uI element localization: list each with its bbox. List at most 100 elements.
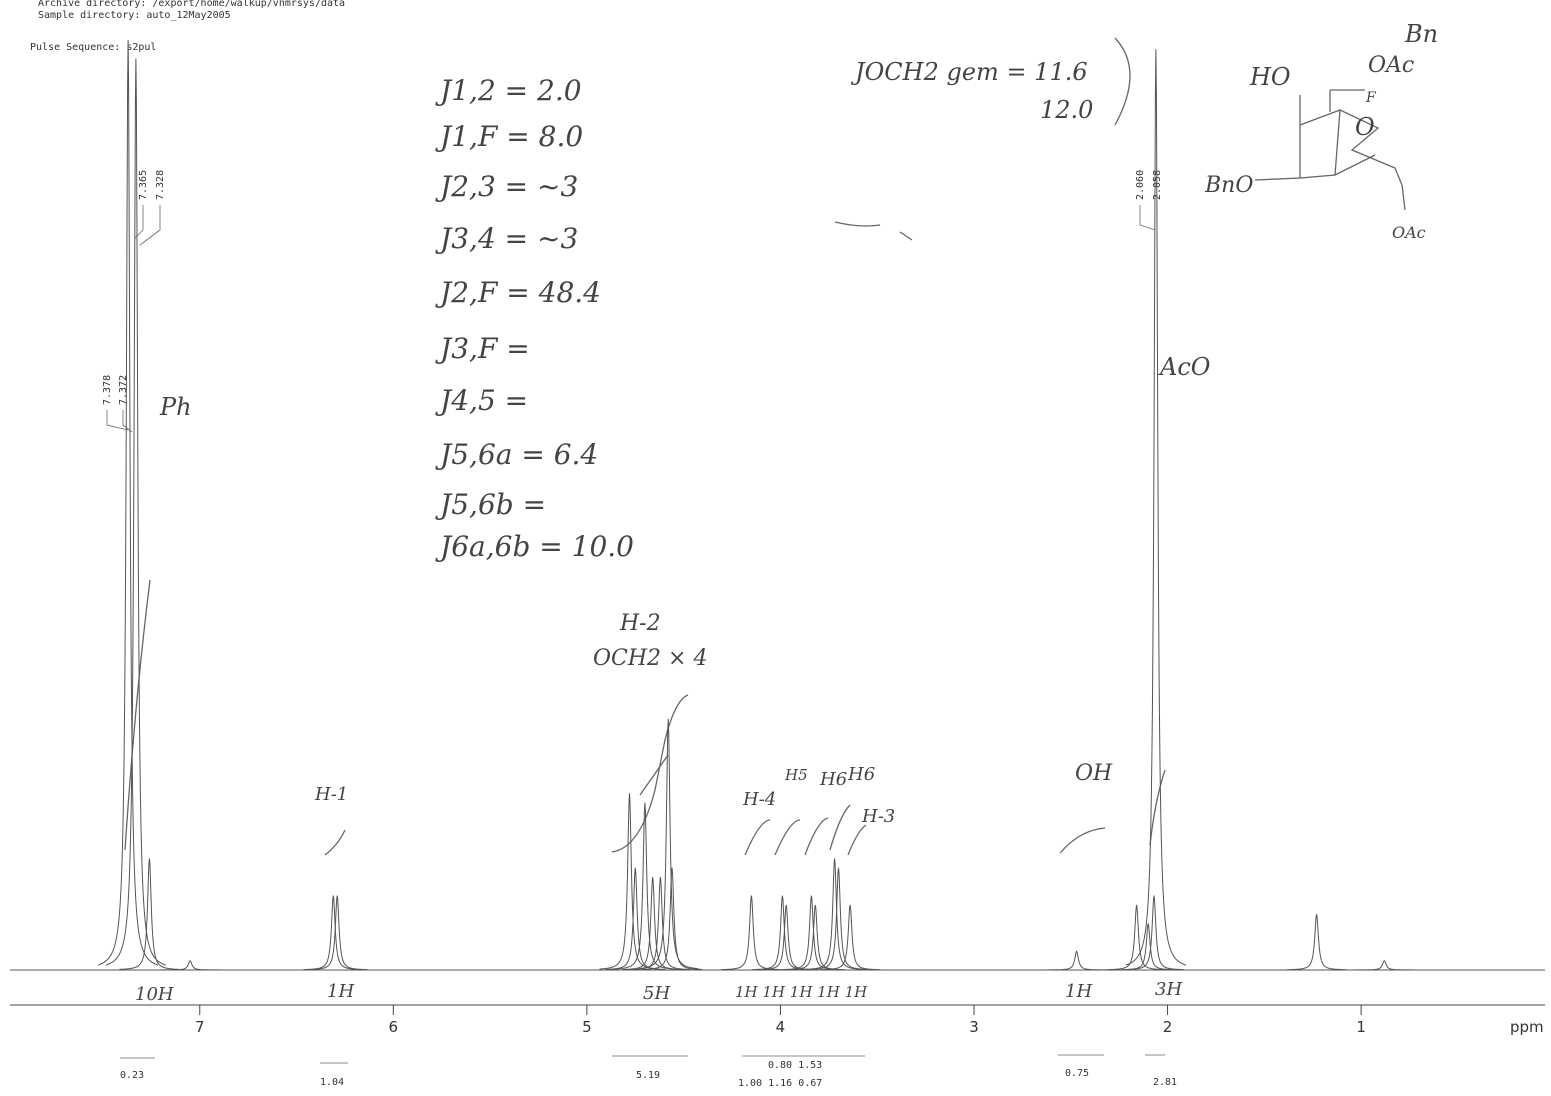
integral-curve bbox=[611, 694, 689, 853]
peak-labels: 7.365 7.328 7.378 7.372 2.060 2.058 bbox=[102, 170, 1163, 433]
integral-bracket bbox=[120, 1054, 1165, 1064]
peak bbox=[1046, 950, 1107, 971]
x-tick-label: 7 bbox=[195, 1018, 205, 1036]
header-text: Pulse Sequence: s2pul bbox=[30, 42, 156, 53]
integral-curve bbox=[1149, 769, 1166, 846]
coupling: J2,3 = ~3 bbox=[435, 170, 578, 203]
coupling: J1,F = 8.0 bbox=[435, 120, 583, 153]
structure-label: OAc bbox=[1392, 223, 1426, 242]
peak bbox=[808, 867, 869, 970]
peak bbox=[160, 959, 221, 971]
chair bbox=[1254, 89, 1406, 211]
peak bbox=[752, 895, 813, 971]
coupling: J3,4 = ~3 bbox=[435, 222, 578, 255]
peak-label: 2.060 bbox=[1135, 170, 1146, 200]
peak bbox=[804, 858, 865, 970]
integral-curve bbox=[1059, 827, 1106, 854]
assignment: OH bbox=[1075, 761, 1113, 786]
peak bbox=[98, 39, 159, 966]
integral-value: 0.23 bbox=[120, 1070, 144, 1081]
integral-curve bbox=[124, 579, 151, 851]
integral-value: 2.81 bbox=[1153, 1077, 1177, 1088]
proton-count: 1H bbox=[327, 981, 354, 1002]
peak bbox=[785, 904, 846, 971]
peak bbox=[630, 876, 691, 970]
peak bbox=[605, 867, 666, 970]
peak-label: 7.372 bbox=[118, 375, 129, 405]
peak bbox=[1124, 895, 1184, 971]
stroke bbox=[834, 221, 913, 241]
integral-value: 5.19 bbox=[636, 1070, 660, 1081]
gem-coupling: JOCH2 gem = 11.6 bbox=[850, 58, 1088, 86]
assignment: H-1 bbox=[314, 784, 348, 805]
peak-label: 7.378 bbox=[102, 375, 113, 405]
proton-count: 3H bbox=[1155, 979, 1182, 1000]
structure: Bn HO OAc F O BnO OAc bbox=[1204, 20, 1438, 242]
assignment: H-4 bbox=[742, 789, 776, 810]
peak bbox=[721, 895, 782, 971]
integral-value: 1.04 bbox=[320, 1077, 344, 1088]
x-tick-label: 6 bbox=[389, 1018, 399, 1036]
peak bbox=[756, 904, 817, 971]
couplings: J1,2 = 2.0 J1,F = 8.0 J2,3 = ~3 J3,4 = ~… bbox=[435, 74, 634, 563]
integral-curve bbox=[744, 804, 867, 856]
coupling: J6a,6b = 10.0 bbox=[435, 530, 634, 563]
peak-leader bbox=[106, 205, 1158, 433]
peak bbox=[119, 858, 180, 970]
peak bbox=[1354, 959, 1415, 971]
peak bbox=[1286, 914, 1347, 971]
peak bbox=[303, 895, 364, 971]
peak-label: 7.328 bbox=[155, 170, 166, 200]
peak bbox=[307, 895, 368, 971]
assignment: H6 bbox=[847, 764, 875, 785]
peak bbox=[1125, 49, 1187, 966]
coupling: J2,F = 48.4 bbox=[435, 276, 601, 309]
header-text: Archive directory: /export/home/walkup/v… bbox=[38, 0, 345, 9]
x-tick-label: 1 bbox=[1356, 1018, 1366, 1036]
peak bbox=[599, 793, 660, 970]
integral-value: 0.80 1.53 bbox=[768, 1060, 822, 1071]
peak bbox=[820, 904, 881, 971]
structure-label: OAc bbox=[1368, 53, 1414, 78]
header-text: Sample directory: auto_12May2005 bbox=[38, 10, 231, 21]
coupling: J5,6b = bbox=[435, 488, 546, 521]
integral-curve bbox=[324, 829, 346, 856]
peak-label: 2.058 bbox=[1152, 170, 1163, 200]
peak bbox=[638, 718, 699, 970]
integral-value: 1.00 1.16 0.67 bbox=[738, 1078, 822, 1089]
integral-curves bbox=[124, 579, 1166, 856]
coupling: J1,2 = 2.0 bbox=[435, 74, 582, 107]
assignment: OCH2 × 4 bbox=[593, 646, 707, 671]
peak bbox=[614, 802, 675, 970]
proton-count: 5H bbox=[643, 983, 670, 1004]
structure-label: BnO bbox=[1204, 173, 1253, 198]
assignment: H-3 bbox=[861, 806, 895, 827]
peak bbox=[1106, 904, 1167, 971]
structure-label: O bbox=[1355, 113, 1375, 141]
assignment: H-2 bbox=[619, 611, 661, 636]
structure-label: Bn bbox=[1404, 20, 1438, 48]
assignment: H5 bbox=[784, 766, 808, 784]
peak-label: 7.365 bbox=[138, 170, 149, 200]
assignment: AcO bbox=[1158, 353, 1211, 381]
integral-value: 0.75 bbox=[1065, 1068, 1089, 1079]
x-tick-label: 2 bbox=[1163, 1018, 1173, 1036]
x-tick-label: 5 bbox=[582, 1018, 592, 1036]
integral-values: 0.23 1.04 5.19 0.80 1.53 1.00 1.16 0.67 … bbox=[120, 1054, 1177, 1089]
peak bbox=[641, 867, 703, 970]
coupling: J5,6a = 6.4 bbox=[435, 438, 598, 471]
gem-coupling: 12.0 bbox=[1040, 96, 1093, 124]
coupling: J3,F = bbox=[435, 332, 530, 365]
x-tick-label: 3 bbox=[969, 1018, 979, 1036]
structure-label: HO bbox=[1249, 63, 1291, 91]
proton-count: 1H bbox=[1065, 981, 1092, 1002]
x-tick-label: 4 bbox=[776, 1018, 786, 1036]
structure-label: F bbox=[1365, 90, 1377, 106]
brace bbox=[1114, 37, 1131, 126]
assignment: H6 bbox=[819, 769, 847, 790]
x-axis-label: ppm bbox=[1510, 1018, 1544, 1036]
assignment: Ph bbox=[159, 393, 192, 421]
coupling: J4,5 = bbox=[435, 384, 528, 417]
proton-count: 1H 1H 1H 1H 1H bbox=[735, 983, 868, 1001]
